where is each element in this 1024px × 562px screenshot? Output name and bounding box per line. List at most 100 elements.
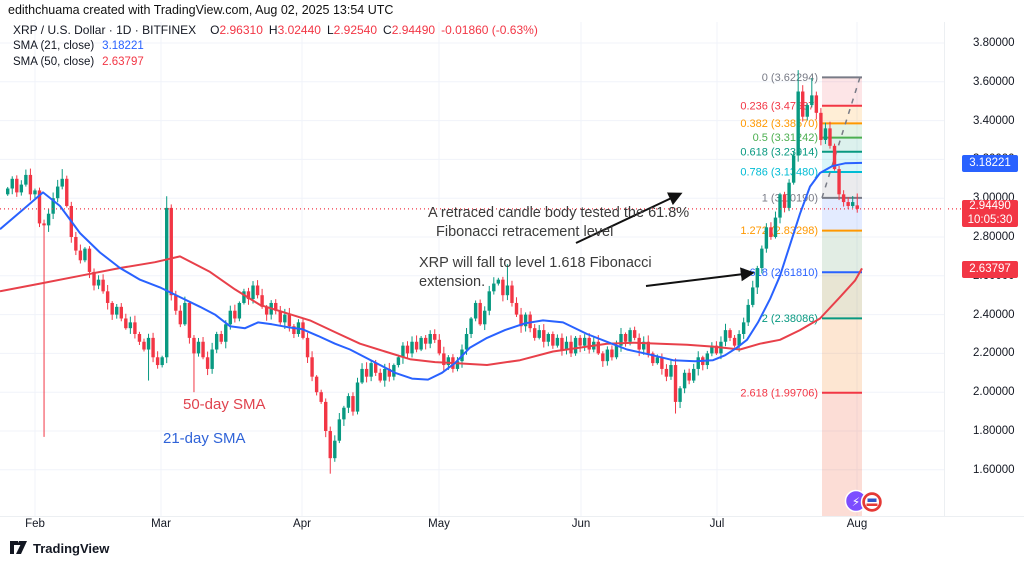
candle — [174, 295, 178, 311]
candle — [623, 334, 628, 342]
candle — [324, 401, 328, 431]
candle — [605, 349, 610, 362]
symbol-title[interactable]: XRP / U.S. Dollar · 1D · BITFINEX — [13, 23, 197, 37]
candle — [446, 357, 451, 366]
fib-zone — [822, 318, 862, 393]
candle — [305, 337, 310, 358]
candle — [214, 334, 219, 350]
candle — [355, 382, 360, 412]
annotation-arrow[interactable] — [645, 267, 755, 287]
candle — [251, 285, 255, 300]
candle — [78, 250, 83, 261]
candle — [96, 279, 101, 286]
candle — [155, 357, 160, 366]
sticker-badge-icon[interactable] — [860, 490, 884, 514]
price-tick-label: 2.80000 — [973, 231, 1015, 243]
candle — [423, 337, 428, 344]
price-tick-label: 3.40000 — [973, 114, 1015, 127]
candle — [746, 304, 750, 323]
candle — [110, 302, 114, 315]
candle — [433, 334, 437, 340]
open-value: 2.96310 — [219, 23, 263, 37]
fib-zone — [822, 137, 862, 152]
candle — [660, 357, 664, 369]
annotation-arrow[interactable] — [575, 192, 683, 244]
candle — [732, 337, 737, 346]
candle — [442, 353, 446, 366]
candle — [723, 330, 728, 342]
candle — [628, 330, 632, 342]
candle — [165, 207, 169, 358]
sma21-legend-row[interactable]: SMA (21, close) 3.18221 — [13, 39, 538, 53]
candle — [55, 186, 60, 199]
time-tick-label: Mar — [151, 518, 171, 530]
candle — [396, 357, 401, 366]
candle — [632, 330, 637, 338]
candle — [473, 302, 478, 319]
sma50-legend-row[interactable]: SMA (50, close) 2.63797 — [13, 55, 538, 69]
fib-level-label: 0.382 (3.38570) — [740, 118, 818, 130]
fib-zone — [822, 230, 862, 273]
candle — [823, 128, 828, 140]
candle — [469, 318, 473, 334]
open-label: O — [210, 23, 220, 37]
candle — [383, 368, 387, 381]
candle — [501, 279, 505, 296]
candle — [510, 285, 514, 303]
candle — [60, 178, 64, 187]
high-value: 3.02440 — [277, 23, 321, 37]
candle — [537, 330, 541, 338]
candle — [601, 353, 605, 362]
sma21-line[interactable] — [0, 161, 863, 381]
candle — [405, 345, 410, 354]
candle — [242, 291, 246, 303]
annotation-retracement-text[interactable]: A retraced candle body tested the 61.8% … — [428, 205, 690, 240]
attribution-header: edithchuama created with TradingView.com… — [8, 3, 394, 17]
candle — [805, 105, 809, 117]
candle — [655, 357, 660, 364]
candle — [587, 337, 591, 350]
candle — [487, 291, 491, 311]
candle — [492, 283, 496, 292]
annotation-extension-text[interactable]: XRP will fall to level 1.618 Fibonacci e… — [419, 255, 652, 290]
candle — [846, 202, 850, 206]
candle — [28, 174, 33, 195]
candle — [687, 372, 691, 381]
candle — [133, 322, 137, 334]
tradingview-logo[interactable]: TradingView — [10, 540, 109, 556]
sma50-value: 2.63797 — [102, 56, 144, 68]
candle — [119, 306, 123, 319]
fib-level-label: 0.618 (3.23914) — [740, 146, 818, 158]
candle — [115, 306, 119, 315]
candle — [169, 207, 173, 296]
candle — [342, 407, 346, 420]
candle — [255, 285, 260, 296]
candle — [37, 190, 42, 224]
candle — [187, 302, 192, 338]
candle — [528, 314, 532, 329]
candle — [219, 334, 223, 342]
candle — [714, 345, 719, 354]
candle — [646, 341, 650, 354]
candle — [42, 223, 46, 226]
candle — [360, 368, 364, 383]
candle — [351, 396, 355, 412]
fib-zone — [822, 123, 862, 138]
price-tick-label: 3.80000 — [973, 37, 1015, 49]
candle — [560, 337, 564, 350]
candle — [801, 91, 805, 117]
candle — [319, 392, 323, 402]
candle — [664, 368, 669, 377]
price-tick-label: 1.80000 — [973, 425, 1015, 437]
time-tick-label: Feb — [25, 518, 45, 530]
sma50-line[interactable] — [0, 255, 863, 366]
candle — [278, 310, 282, 323]
tradingview-logo-icon — [10, 541, 27, 554]
candle — [146, 337, 151, 350]
price-tick-label: 2.20000 — [973, 347, 1015, 360]
last-price: 2.94490 — [969, 200, 1011, 212]
tradingview-logo-text: TradingView — [33, 540, 110, 556]
candle — [437, 339, 441, 354]
sma21-value: 3.18221 — [102, 40, 144, 52]
